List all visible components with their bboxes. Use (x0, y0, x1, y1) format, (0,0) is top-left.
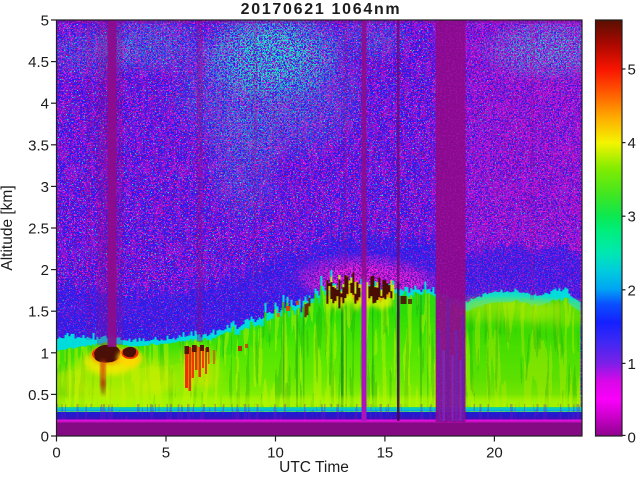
svg-text:3.5: 3.5 (28, 137, 49, 154)
svg-text:0: 0 (628, 430, 636, 447)
svg-text:0: 0 (41, 429, 49, 446)
svg-text:20: 20 (486, 445, 503, 462)
svg-text:0: 0 (52, 445, 60, 462)
svg-text:2: 2 (41, 262, 49, 279)
svg-text:4: 4 (628, 135, 636, 152)
svg-text:10: 10 (267, 445, 284, 462)
svg-text:Altitude [km]: Altitude [km] (0, 185, 16, 270)
svg-text:UTC Time: UTC Time (279, 459, 349, 476)
svg-text:1: 1 (41, 345, 49, 362)
svg-text:2.5: 2.5 (28, 221, 49, 238)
svg-text:2: 2 (628, 282, 636, 299)
svg-text:5: 5 (162, 445, 170, 462)
svg-text:3: 3 (628, 209, 636, 226)
svg-text:3: 3 (41, 179, 49, 196)
svg-text:1.5: 1.5 (28, 304, 49, 321)
svg-text:5: 5 (41, 13, 49, 30)
svg-text:15: 15 (377, 445, 394, 462)
svg-text:5: 5 (628, 62, 636, 79)
svg-text:20170621 1064nm: 20170621 1064nm (241, 1, 402, 18)
svg-text:4.5: 4.5 (28, 54, 49, 71)
svg-text:4: 4 (41, 96, 49, 113)
svg-text:0.5: 0.5 (28, 387, 49, 404)
svg-text:1: 1 (628, 356, 636, 373)
